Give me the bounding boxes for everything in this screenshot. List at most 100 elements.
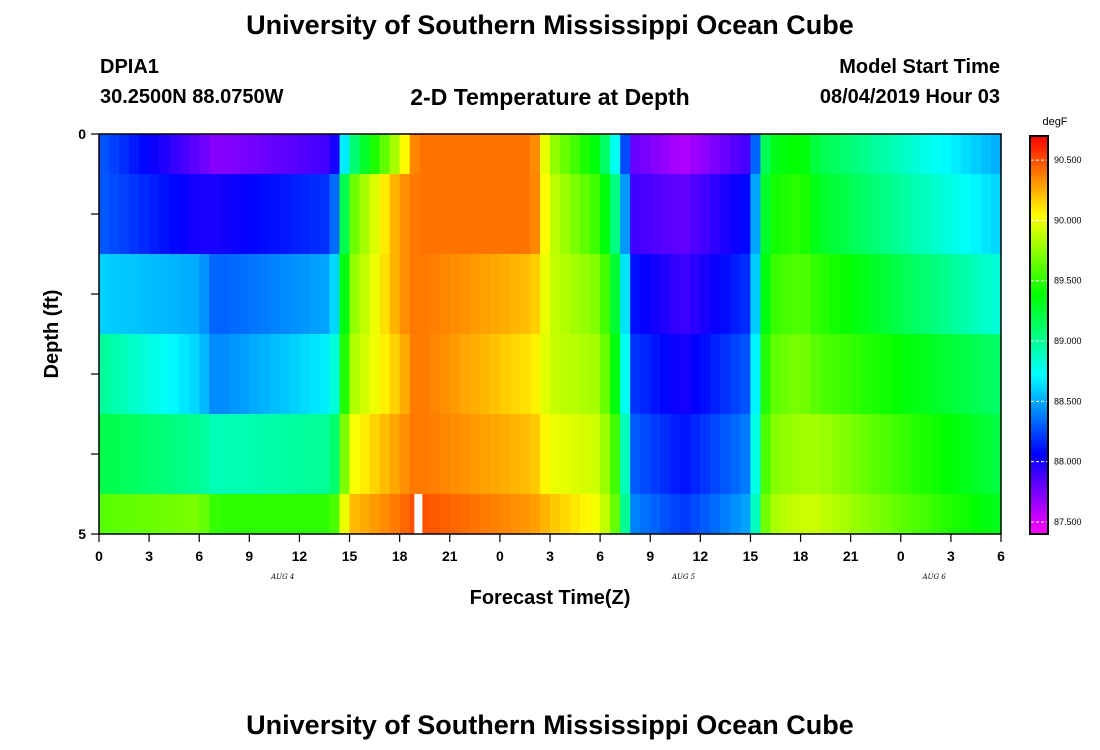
heatmap-cell bbox=[720, 334, 731, 415]
heatmap-cell bbox=[800, 414, 812, 495]
heatmap-cell bbox=[539, 134, 551, 175]
heatmap-cell bbox=[880, 414, 892, 495]
heatmap-cell bbox=[389, 334, 401, 415]
heatmap-cell bbox=[169, 414, 180, 495]
heatmap-cell bbox=[289, 334, 301, 415]
chart-subtitle: 2-D Temperature at Depth bbox=[410, 84, 690, 110]
heatmap-cell bbox=[279, 494, 291, 535]
heatmap-cell bbox=[800, 134, 812, 175]
heatmap-cell bbox=[820, 334, 832, 415]
day-label: AUG 6 bbox=[922, 573, 947, 581]
heatmap-cell bbox=[399, 414, 411, 495]
heatmap-cell bbox=[920, 174, 932, 255]
heatmap-cell bbox=[119, 494, 130, 535]
heatmap-cell bbox=[439, 414, 451, 495]
heatmap-cell bbox=[710, 134, 721, 175]
colorbar-swatch bbox=[1030, 335, 1048, 339]
heatmap-cell bbox=[750, 494, 762, 535]
heatmap-cell bbox=[630, 334, 641, 415]
heatmap-cell bbox=[119, 134, 130, 175]
heatmap-cell bbox=[269, 334, 280, 415]
heatmap-cell bbox=[910, 134, 922, 175]
heatmap-cell bbox=[970, 134, 982, 175]
heatmap-cell bbox=[870, 174, 882, 255]
heatmap-cell bbox=[990, 414, 1002, 495]
colorbar-swatch bbox=[1030, 348, 1048, 353]
heatmap-cell bbox=[710, 414, 721, 495]
heatmap-cell bbox=[479, 174, 491, 255]
heatmap-cell bbox=[179, 414, 190, 495]
heatmap-cell bbox=[760, 494, 772, 535]
colorbar-swatch bbox=[1030, 490, 1048, 495]
heatmap-cell bbox=[570, 174, 581, 255]
heatmap-cell bbox=[720, 254, 731, 335]
heatmap-cell bbox=[890, 174, 902, 255]
heatmap-cell bbox=[580, 254, 591, 335]
colorbar-swatch bbox=[1030, 434, 1048, 439]
heatmap-cell bbox=[109, 174, 120, 255]
colorbar-swatch bbox=[1030, 202, 1048, 207]
heatmap-cell bbox=[509, 494, 521, 535]
heatmap-cell bbox=[780, 414, 792, 495]
heatmap-cell bbox=[319, 414, 331, 495]
heatmap-cell bbox=[920, 134, 932, 175]
heatmap-cell bbox=[880, 174, 892, 255]
heatmap-cell bbox=[349, 414, 361, 495]
colorbar-swatch bbox=[1030, 514, 1048, 519]
heatmap-cell bbox=[950, 134, 962, 175]
heatmap-cell bbox=[600, 334, 611, 415]
heatmap-cell bbox=[479, 254, 491, 335]
heatmap-cell bbox=[409, 254, 421, 335]
colorbar-swatch bbox=[1030, 215, 1048, 220]
colorbar-swatch bbox=[1030, 361, 1048, 366]
heatmap-cell bbox=[600, 414, 611, 495]
heatmap-cell bbox=[509, 414, 521, 495]
heatmap-cell bbox=[830, 134, 842, 175]
heatmap-cell bbox=[630, 254, 641, 335]
colorbar-swatch bbox=[1030, 179, 1048, 184]
colorbar-swatch bbox=[1030, 248, 1048, 253]
heatmap-cell bbox=[99, 254, 110, 335]
heatmap-cell bbox=[99, 414, 110, 495]
heatmap-cell bbox=[499, 494, 511, 535]
heatmap-cell bbox=[930, 414, 942, 495]
colorbar-swatch bbox=[1030, 281, 1048, 286]
heatmap-cell bbox=[129, 254, 140, 335]
heatmap-cell bbox=[810, 174, 822, 255]
heatmap-cell bbox=[940, 254, 952, 335]
heatmap-cell bbox=[209, 174, 220, 255]
heatmap-cell bbox=[499, 334, 511, 415]
heatmap-cell bbox=[830, 334, 842, 415]
heatmap-cell bbox=[369, 174, 381, 255]
heatmap-cell bbox=[630, 174, 641, 255]
colorbar-swatch bbox=[1030, 500, 1048, 505]
heatmap-cell bbox=[830, 174, 842, 255]
heatmap-cell bbox=[620, 334, 631, 415]
x-tick-label: 15 bbox=[342, 548, 358, 564]
x-tick-label: 9 bbox=[646, 548, 654, 564]
heatmap-cell bbox=[750, 174, 762, 255]
heatmap-cell bbox=[560, 254, 571, 335]
colorbar-swatch bbox=[1030, 394, 1048, 399]
heatmap-cell bbox=[169, 134, 180, 175]
heatmap-cell bbox=[700, 414, 711, 495]
heatmap-cell bbox=[459, 414, 471, 495]
heatmap-cell bbox=[439, 334, 451, 415]
heatmap-cell bbox=[880, 494, 892, 535]
heatmap-cell bbox=[730, 414, 742, 495]
colorbar-tick-label: 89.000 bbox=[1054, 336, 1082, 346]
heatmap-cell bbox=[810, 134, 822, 175]
heatmap-cell bbox=[700, 334, 711, 415]
heatmap-cell bbox=[850, 414, 862, 495]
colorbar-swatch bbox=[1030, 378, 1048, 383]
heatmap-cell bbox=[499, 134, 511, 175]
heatmap-cell bbox=[269, 414, 280, 495]
heatmap-cell bbox=[309, 334, 321, 415]
heatmap-cell bbox=[109, 494, 120, 535]
heatmap-cell bbox=[850, 494, 862, 535]
heatmap-cell bbox=[610, 174, 621, 255]
heatmap-cell bbox=[99, 334, 110, 415]
heatmap-cell bbox=[469, 134, 481, 175]
heatmap-cell bbox=[950, 494, 962, 535]
x-tick-label: 18 bbox=[793, 548, 809, 564]
